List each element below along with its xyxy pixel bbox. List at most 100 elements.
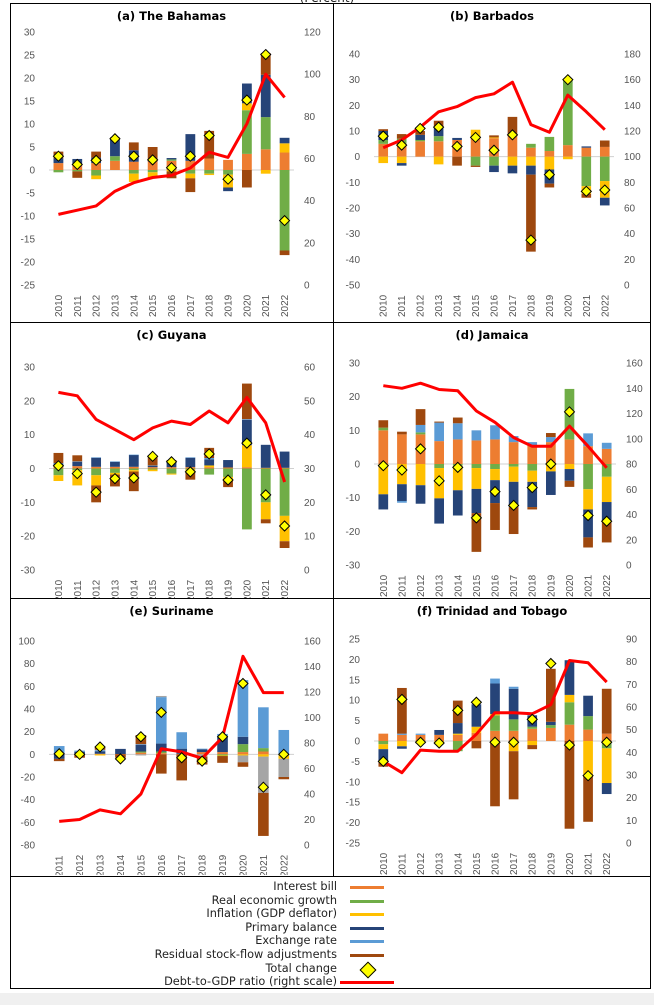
panel-trinidad-and-tobago: (f) Trinidad and Tobago -25 -20 -15 -10 -5 0 5 1… bbox=[334, 599, 650, 875]
bar-segment-interest bbox=[581, 147, 592, 157]
y2-tick-label: 20 bbox=[626, 793, 638, 804]
bar-segment-residual bbox=[601, 520, 612, 543]
y-tick-label: 10 bbox=[24, 430, 36, 441]
y2-tick-label: 120 bbox=[626, 409, 643, 420]
total-change-marker bbox=[582, 769, 594, 782]
y-tick-label: 30 bbox=[349, 75, 361, 86]
bar-segment-growth bbox=[166, 468, 177, 474]
bar-segment-primary bbox=[135, 744, 147, 752]
figure-frame bbox=[10, 3, 651, 989]
x-tick-label: 2020 bbox=[565, 574, 576, 597]
y2-tick-label: 80 bbox=[626, 460, 638, 471]
bar-segment-interest bbox=[204, 467, 215, 469]
bar-segment-interest bbox=[563, 145, 573, 157]
bar-segment-inflation bbox=[527, 741, 538, 746]
bar-segment-residual bbox=[471, 741, 482, 749]
y-tick-label: -50 bbox=[346, 281, 361, 292]
y2-tick-label: 160 bbox=[304, 637, 321, 648]
chart-svg: (b) Barbados -50 -40 -30 -20 -10 0 10 20 30 40 0 20 4… bbox=[346, 9, 642, 317]
bar-segment-inflation bbox=[507, 156, 518, 166]
bar-segment-growth bbox=[601, 464, 612, 477]
bar-segment-interest bbox=[490, 439, 500, 464]
y2-tick-label: 50 bbox=[626, 725, 638, 736]
bar-segment-residual bbox=[527, 507, 538, 510]
bar-segment-growth bbox=[241, 468, 252, 530]
bar-segment-growth bbox=[110, 468, 120, 473]
y2-tick-label: 140 bbox=[304, 662, 321, 673]
bar-segment-residual bbox=[601, 688, 612, 734]
bar-segment-primary bbox=[434, 729, 444, 735]
x-tick-label: 2019 bbox=[224, 294, 235, 317]
x-tick-label: 2016 bbox=[167, 579, 178, 598]
total-change-marker bbox=[114, 753, 127, 765]
bar-segment-exchange bbox=[601, 442, 612, 449]
y2-tick-label: 0 bbox=[304, 281, 310, 292]
total-change-marker bbox=[582, 509, 594, 522]
y-tick-label: 20 bbox=[349, 655, 361, 666]
x-tick-label: 2015 bbox=[471, 294, 482, 317]
bar-segment-interest bbox=[415, 141, 425, 157]
bar-segment-growth bbox=[279, 468, 290, 516]
bar-segment-exchange bbox=[185, 457, 196, 458]
bar-segment-growth bbox=[128, 468, 139, 471]
bar-segment-residual bbox=[415, 409, 426, 425]
bar-segment-exchange bbox=[155, 697, 167, 744]
bar-segment-growth bbox=[470, 156, 481, 166]
bar-segment-primary bbox=[196, 749, 208, 753]
legend-swatch-residual bbox=[350, 954, 384, 957]
bar-segment-residual bbox=[508, 751, 519, 800]
bar-segment-primary bbox=[185, 134, 196, 161]
bar-segment-inflation bbox=[258, 754, 269, 757]
x-tick-label: 2017 bbox=[509, 574, 520, 597]
total-change-marker bbox=[525, 234, 537, 246]
bar-segment-residual bbox=[53, 758, 65, 762]
total-change-marker bbox=[433, 475, 445, 487]
bar-segment-interest bbox=[378, 733, 389, 741]
x-tick-label: 2010 bbox=[54, 579, 65, 598]
x-tick-label: 2016 bbox=[167, 294, 178, 317]
x-tick-label: 2010 bbox=[379, 294, 390, 317]
bar-segment-residual bbox=[237, 762, 249, 767]
bar-segment-growth bbox=[147, 170, 158, 173]
bar-segment-residual bbox=[470, 165, 481, 167]
total-change-marker bbox=[146, 450, 159, 463]
bar-segment-interest bbox=[223, 467, 233, 469]
bar-segment-exchange bbox=[237, 680, 249, 737]
bar-segment-primary bbox=[115, 748, 126, 754]
y-tick-label: 25 bbox=[349, 635, 361, 646]
debt-to-gdp-line bbox=[382, 659, 608, 775]
bar-segment-interest bbox=[128, 161, 139, 170]
y-tick-label: -10 bbox=[346, 493, 361, 504]
bar-segment-exchange bbox=[72, 461, 83, 462]
total-change-marker bbox=[507, 499, 520, 512]
legend-swatch-interest bbox=[350, 886, 384, 889]
bar-segment-primary bbox=[546, 721, 556, 726]
bar-segment-inflation bbox=[279, 143, 290, 153]
bar-segment-growth bbox=[490, 464, 500, 470]
bar-segment-interest bbox=[155, 753, 167, 755]
x-tick-label: 2011 bbox=[397, 295, 408, 317]
bar-segment-residual bbox=[278, 777, 290, 780]
bar-segment-residual bbox=[258, 792, 269, 836]
bar-segment-interest bbox=[452, 439, 463, 464]
bar-segment-residual bbox=[260, 519, 271, 524]
bar-segment-growth bbox=[72, 170, 83, 172]
bar-segment-growth bbox=[508, 719, 519, 731]
bar-segment-primary bbox=[564, 469, 575, 481]
total-change-marker bbox=[526, 481, 538, 494]
bar-segment-interest bbox=[397, 734, 407, 741]
y-tick-label: -25 bbox=[346, 839, 361, 850]
total-change-marker bbox=[71, 158, 83, 171]
bar-segment-growth bbox=[223, 468, 233, 477]
y-tick-label: -80 bbox=[21, 841, 36, 852]
bar-segment-residual bbox=[128, 142, 139, 151]
bar-segment-interest bbox=[260, 149, 271, 170]
x-tick-label: 2017 bbox=[177, 854, 188, 875]
bar-segment-residual bbox=[564, 741, 575, 829]
bar-segment-growth bbox=[260, 117, 271, 150]
bar-segment-primary bbox=[204, 459, 215, 466]
total-change-marker bbox=[260, 489, 272, 501]
bar-segment-growth bbox=[526, 143, 536, 148]
bar-segment-other bbox=[135, 754, 147, 756]
bar-segment-growth bbox=[452, 741, 463, 752]
